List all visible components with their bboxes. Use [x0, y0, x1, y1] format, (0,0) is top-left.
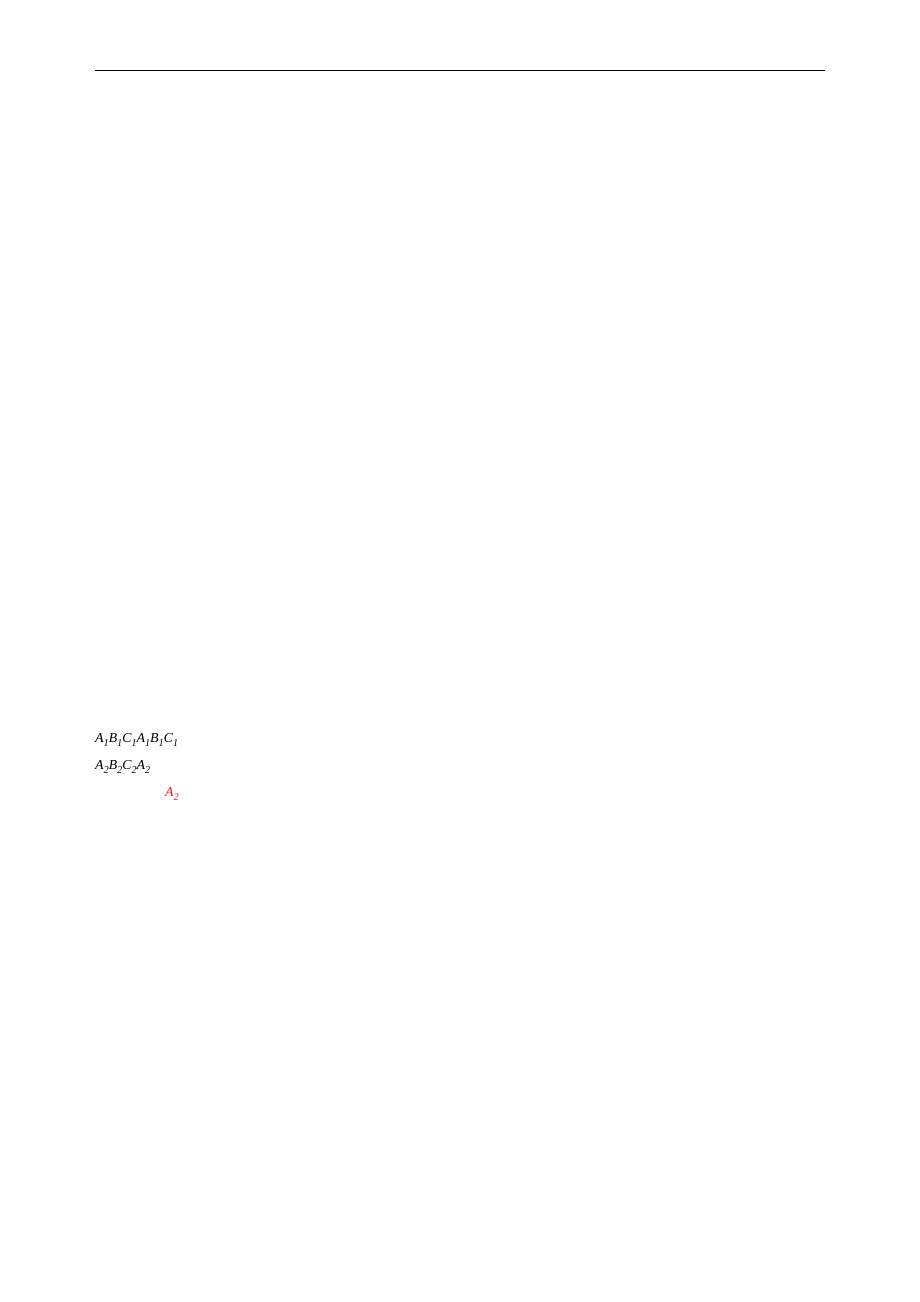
grid-figure: [95, 371, 535, 711]
q18-subquestions: A1B1C1A1B1C1 A2B2C2A2 A2: [95, 726, 825, 806]
t: A2B2C2: [95, 758, 136, 773]
q18-answer-2: A2: [165, 780, 825, 807]
bar-chart-container: [95, 101, 825, 331]
q18-sub1: A1B1C1A1B1C1: [95, 726, 825, 753]
top-rule: [95, 70, 825, 71]
t: A2: [165, 785, 179, 800]
page: A1B1C1A1B1C1 A2B2C2A2 A2: [0, 0, 920, 1302]
bar-chart: [260, 101, 660, 331]
t: A1B1C1: [95, 731, 136, 746]
t: A1B1C1: [136, 731, 177, 746]
q18-sub2: A2B2C2A2: [95, 753, 825, 780]
grid-figure-container: [95, 371, 825, 716]
t: A2: [136, 758, 150, 773]
